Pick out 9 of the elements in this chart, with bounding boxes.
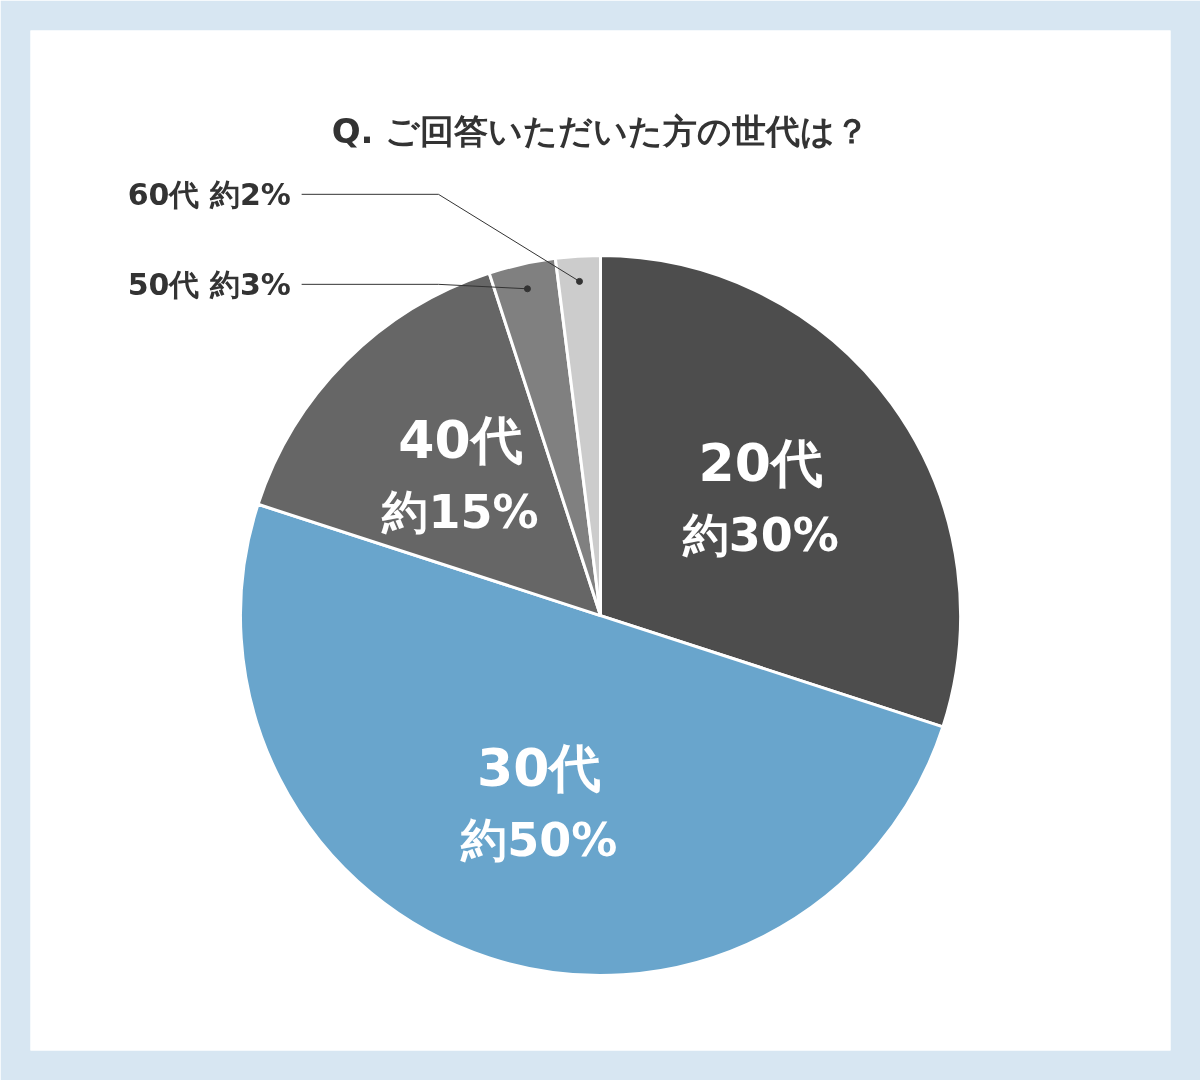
- slice-label: 50代 約3%: [127, 266, 291, 302]
- chart-title: Q. ご回答いただいた方の世代は？: [331, 110, 870, 151]
- slice-label: 40代: [398, 409, 523, 470]
- slice-label: 20代: [698, 433, 823, 494]
- data-label: 約50%: [460, 812, 618, 867]
- slice-label: 30代: [477, 737, 602, 798]
- data-label: 約30%: [681, 508, 839, 563]
- slice-label: 60代 約2%: [127, 176, 291, 212]
- data-label: 約15%: [381, 484, 539, 539]
